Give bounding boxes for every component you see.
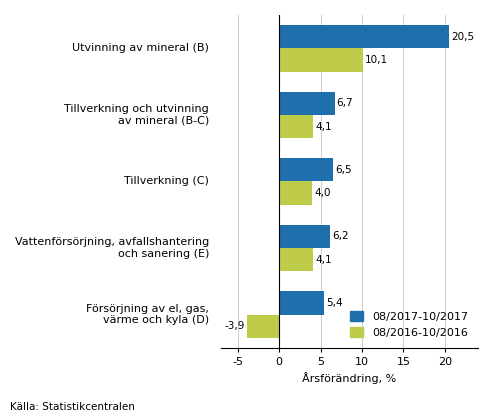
Text: 6,7: 6,7 (337, 98, 353, 108)
Text: 4,1: 4,1 (315, 121, 332, 131)
Bar (279, 92, 335, 115)
Text: 20,5: 20,5 (451, 32, 474, 42)
Bar (279, 181, 312, 205)
Text: 4,1: 4,1 (315, 255, 332, 265)
Text: 10,1: 10,1 (365, 55, 388, 65)
Text: 6,2: 6,2 (333, 231, 349, 241)
Bar (279, 48, 363, 72)
Bar (279, 291, 324, 314)
Text: -3,9: -3,9 (224, 321, 245, 331)
Bar (279, 158, 333, 181)
X-axis label: Årsförändring, %: Årsförändring, % (302, 372, 397, 384)
Bar (279, 115, 313, 138)
Legend: 08/2017-10/2017, 08/2016-10/2016: 08/2017-10/2017, 08/2016-10/2016 (345, 306, 472, 342)
Text: 4,0: 4,0 (315, 188, 331, 198)
Bar (279, 248, 313, 271)
Text: Källa: Statistikcentralen: Källa: Statistikcentralen (10, 402, 135, 412)
Text: 5,4: 5,4 (326, 298, 343, 308)
Bar (247, 314, 279, 338)
Bar (279, 225, 330, 248)
Bar (279, 25, 449, 48)
Text: 6,5: 6,5 (335, 165, 352, 175)
